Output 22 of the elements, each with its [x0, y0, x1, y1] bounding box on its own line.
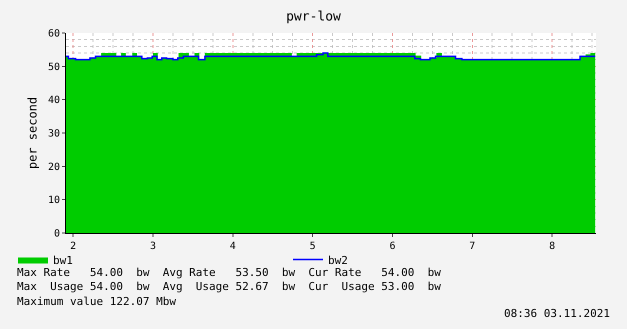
- text: Maximum value 122.07 Mbw: [17, 295, 176, 308]
- x-tick-label: 7: [469, 241, 476, 252]
- x-tick-label: 8: [549, 241, 556, 252]
- x-tick-label: 4: [230, 241, 236, 252]
- y-tick-label: 40: [48, 95, 60, 106]
- text: Max Usage 54.00 bw Avg Usage 52.67 bw Cur Usage 53.00 bw: [17, 280, 442, 293]
- y-axis-title: per second: [25, 96, 40, 170]
- x-tick-label: 3: [150, 241, 156, 252]
- y-tick-label: 20: [48, 162, 60, 173]
- chart-title: pwr-low: [286, 10, 342, 25]
- y-tick-label: 50: [48, 62, 60, 73]
- x-tick-label: 6: [389, 241, 396, 252]
- y-tick-label: 60: [48, 28, 60, 40]
- x-tick-label: 5: [310, 241, 316, 252]
- x-tick-label: 2: [70, 241, 76, 252]
- legend-label: bw1: [53, 254, 73, 267]
- legend-label: bw2: [328, 254, 348, 267]
- y-tick-label: 0: [54, 228, 60, 240]
- y-tick-label: 30: [48, 128, 60, 140]
- y-tick-label: 10: [48, 195, 60, 206]
- text: 08:36 03.11.2021: [504, 307, 610, 320]
- text: Max Rate 54.00 bw Avg Rate 53.50 bw Cur Rate 54.00 bw: [17, 266, 442, 279]
